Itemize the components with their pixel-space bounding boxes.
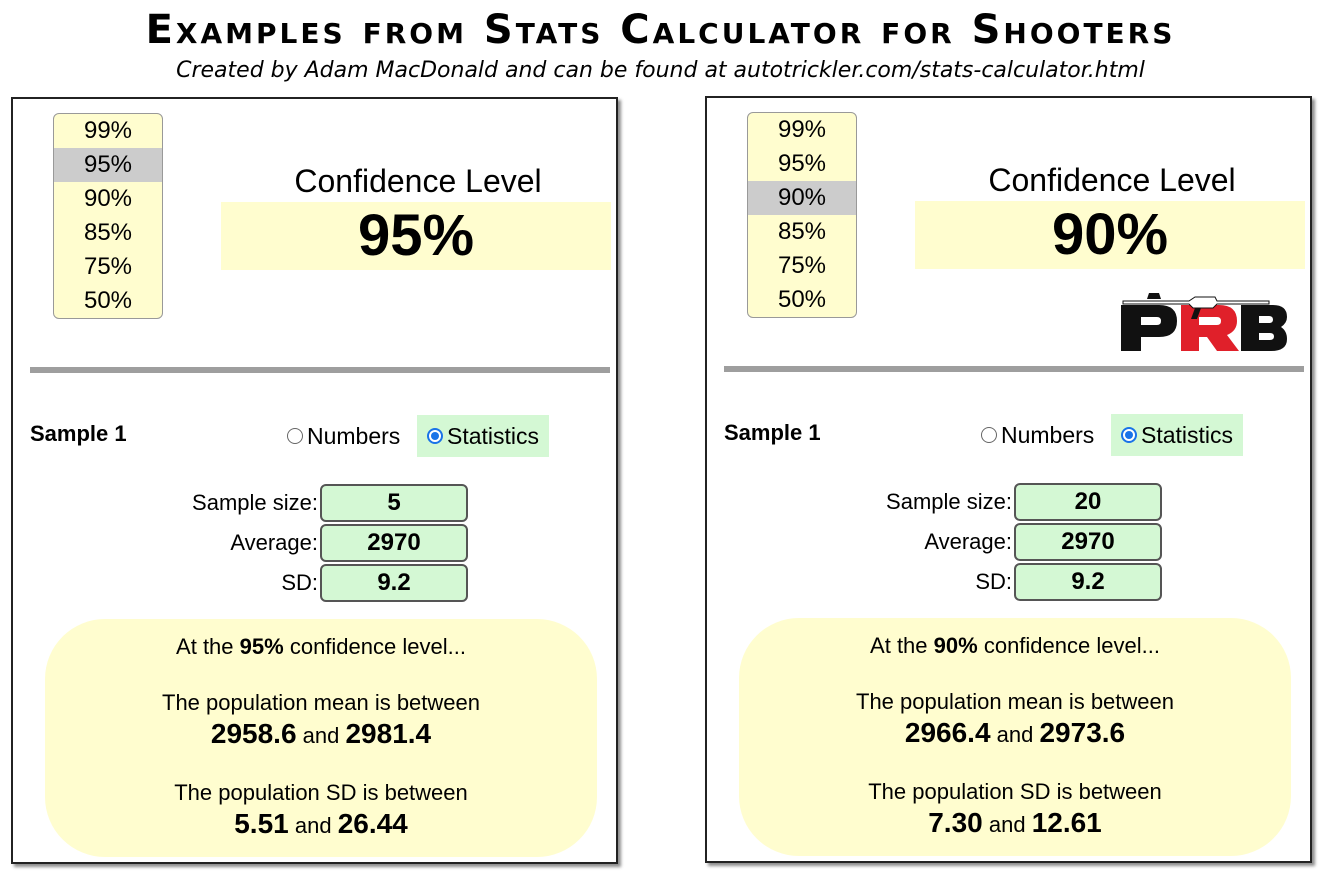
results-intro-suffix: confidence level... [983,633,1160,658]
confidence-option-75[interactable]: 75% [777,252,827,279]
sample-label: Sample 1 [30,421,127,446]
results-intro-level: 95% [239,634,284,659]
mean-high: 2973.6 [1039,717,1126,748]
results-intro: At the 90% confidence level... [739,631,1291,661]
sample-size-input[interactable]: 5 [320,484,468,522]
sd-high: 26.44 [337,808,408,839]
average-input[interactable]: 2970 [320,524,468,562]
confidence-level-heading: Confidence Level [988,162,1236,198]
results-intro: At the 95% confidence level... [45,632,597,662]
radio-statistics-label: Statistics [447,423,540,449]
sd-range-label: The population SD is between [174,780,468,805]
confidence-level-list[interactable]: 99% 95% 90% 85% 75% 50% [747,112,857,318]
confidence-option-85[interactable]: 85% [777,218,827,245]
sample-size-input[interactable]: 20 [1014,483,1162,521]
radio-statistics-label: Statistics [1141,422,1234,448]
results-intro-prefix: At the [870,633,928,658]
sd-range-values: 7.30 and 12.61 [739,806,1291,842]
sd-range-label: The population SD is between [868,779,1162,804]
mean-range-label: The population mean is between [162,690,480,715]
confidence-option-90[interactable]: 90% [83,185,133,212]
sd-low: 7.30 [928,807,983,838]
sd-label: SD: [281,570,318,595]
confidence-option-75[interactable]: 75% [83,253,133,280]
calculator-panel-2: 99% 95% 90% 85% 75% 50% Confidence Level… [705,96,1312,863]
confidence-level-heading: Confidence Level [294,163,542,199]
sd-label: SD: [975,569,1012,594]
radio-button-selected-icon[interactable] [427,427,443,444]
confidence-option-50[interactable]: 50% [83,287,133,314]
confidence-option-99[interactable]: 99% [777,116,827,143]
radio-statistics[interactable]: Statistics [1111,414,1244,456]
results-box: At the 95% confidence level... The popul… [45,619,597,857]
mean-low: 2958.6 [210,718,297,749]
results-intro-prefix: At the [176,634,234,659]
mean-range-values: 2966.4 and 2973.6 [739,716,1291,752]
calculator-panel-1: 99% 95% 90% 85% 75% 50% Confidence Level… [11,97,618,864]
sample-size-row: Sample size: 20 [707,482,1207,522]
sd-input[interactable]: 9.2 [1014,563,1162,601]
results-box: At the 90% confidence level... The popul… [739,618,1291,856]
and-text: and [294,813,332,838]
mean-low: 2966.4 [904,717,991,748]
mean-high: 2981.4 [345,718,432,749]
confidence-level-value: 95% [221,202,611,270]
page-subtitle: Created by Adam MacDonald and can be fou… [176,58,1145,83]
confidence-option-99[interactable]: 99% [83,117,133,144]
confidence-option-50[interactable]: 50% [777,286,827,313]
average-row: Average: 2970 [707,522,1207,562]
radio-numbers[interactable]: Numbers [981,414,1094,456]
sample-size-label: Sample size: [192,490,318,515]
sd-range-values: 5.51 and 26.44 [45,807,597,843]
radio-numbers[interactable]: Numbers [287,415,400,457]
radio-button-icon[interactable] [981,426,997,443]
confidence-level-value: 90% [915,201,1305,269]
radio-button-selected-icon[interactable] [1121,426,1137,443]
results-intro-suffix: confidence level... [289,634,466,659]
section-divider [30,367,610,373]
sd-low: 5.51 [234,808,289,839]
confidence-option-95[interactable]: 95% [54,148,162,182]
sample-size-row: Sample size: 5 [13,483,513,523]
sample-label: Sample 1 [724,420,821,445]
radio-button-icon[interactable] [287,427,303,444]
average-label: Average: [230,530,318,555]
prb-logo-icon [1121,293,1287,351]
page-title: Examples from Stats Calculator for Shoot… [145,7,1176,53]
sd-row: SD: 9.2 [707,562,1207,602]
and-text: and [988,812,1026,837]
sample-size-label: Sample size: [886,489,1012,514]
section-divider [724,366,1304,372]
mean-range-values: 2958.6 and 2981.4 [45,717,597,753]
radio-numbers-label: Numbers [1001,422,1095,448]
confidence-level-list[interactable]: 99% 95% 90% 85% 75% 50% [53,113,163,319]
average-input[interactable]: 2970 [1014,523,1162,561]
sd-high: 12.61 [1031,807,1102,838]
and-text: and [302,723,340,748]
sd-row: SD: 9.2 [13,563,513,603]
results-intro-level: 90% [933,633,978,658]
confidence-option-90[interactable]: 90% [748,181,856,215]
average-row: Average: 2970 [13,523,513,563]
and-text: and [996,722,1034,747]
confidence-option-95[interactable]: 95% [777,150,827,177]
mean-range-label: The population mean is between [856,689,1174,714]
radio-statistics[interactable]: Statistics [417,415,550,457]
confidence-option-85[interactable]: 85% [83,219,133,246]
sd-input[interactable]: 9.2 [320,564,468,602]
radio-numbers-label: Numbers [307,423,401,449]
average-label: Average: [924,529,1012,554]
